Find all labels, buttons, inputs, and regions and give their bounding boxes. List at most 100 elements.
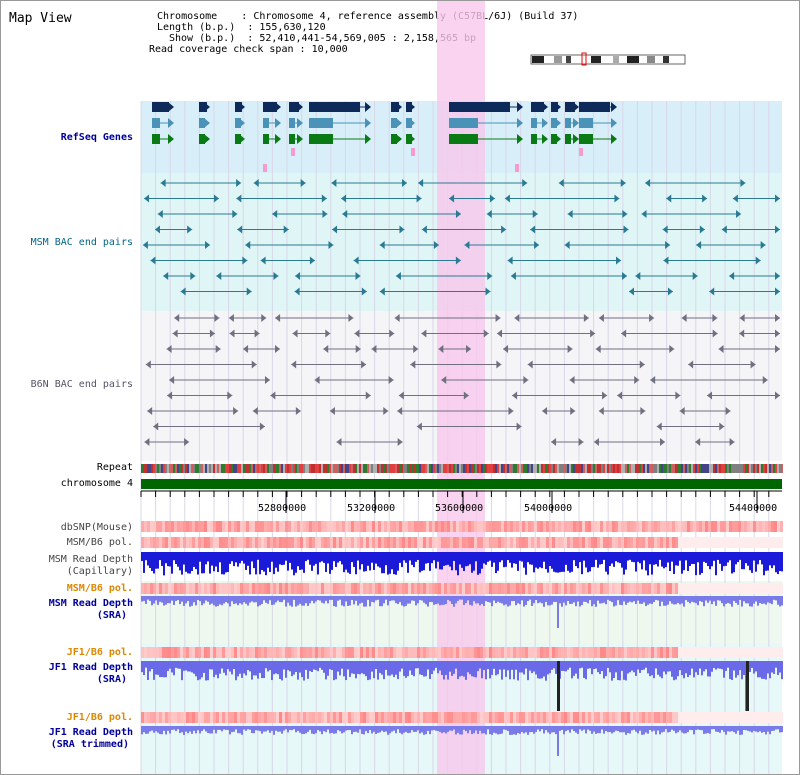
repeat-segment [621, 464, 623, 473]
b6n-bac-pair-end [497, 329, 503, 338]
msm-sra-depth-bar [439, 596, 441, 606]
msm-pol-sra-cell [570, 583, 573, 594]
jf1-pol-cell [291, 647, 294, 658]
jf1-pol-trim-cell [762, 712, 765, 723]
repeat-segment [683, 464, 685, 473]
gene-strand-arrow [275, 134, 281, 144]
jf1-pol-cell [675, 647, 678, 658]
gene-strand-arrow [573, 118, 579, 128]
jf1-trimmed-depth-bar [157, 726, 159, 733]
msm-sra-depth-bar [551, 596, 553, 605]
msm-sra-depth-bar [167, 596, 169, 604]
msm-bac-pair-end [620, 179, 626, 187]
msm-pol-sra-cell [675, 583, 678, 594]
jf1-depth-bar [689, 661, 691, 676]
repeat-segment [185, 464, 187, 473]
jf1-pol-cell [375, 647, 378, 658]
dbsnp-cell [639, 521, 642, 532]
msm-pol-cell [696, 537, 699, 548]
jf1-pol-cell [447, 647, 450, 658]
track-label-msm-bac[interactable]: MSM BAC end pairs [30, 237, 133, 248]
repeat-segment [545, 464, 547, 473]
msm-pol-sra-cell [456, 583, 459, 594]
msm-pol-sra-cell [228, 583, 231, 594]
msm-sra-depth-bar [633, 596, 635, 602]
msm-bac-pair-end [205, 241, 211, 249]
msm-capillary-depth-bar [203, 552, 205, 574]
jf1-pol-cell [192, 647, 195, 658]
jf1-depth-bar [645, 661, 647, 668]
msm-pol-sra-cell [498, 583, 501, 594]
jf1-depth-bar [597, 661, 599, 673]
msm-capillary-depth-bar [287, 552, 289, 571]
msm-capillary-depth-bar [729, 552, 731, 561]
msm-sra-depth-bar [553, 596, 555, 602]
jf1-pol-cell [315, 647, 318, 658]
b6n-bac-pair-end [184, 438, 190, 446]
msm-sra-depth-bar [463, 596, 465, 605]
repeat-segment [421, 464, 423, 473]
msm-capillary-depth-bar [697, 552, 699, 563]
jf1-trimmed-depth-bar [385, 726, 387, 732]
jf1-pol-trim-cell [228, 712, 231, 723]
jf1-pol-cell [189, 647, 192, 658]
dbsnp-cell [414, 521, 417, 532]
msm-capillary-depth-bar [687, 552, 689, 572]
track-label-b6n-bac[interactable]: B6N BAC end pairs [30, 379, 133, 390]
jf1-pol-trim-cell [744, 712, 747, 723]
b6n-bac-pair-end [394, 314, 400, 322]
jf1-pol-cell [450, 647, 453, 658]
jf1-pol-trim-cell [171, 712, 174, 723]
track-label-refseq[interactable]: RefSeq Genes [60, 132, 133, 143]
msm-capillary-depth-bar [361, 552, 363, 565]
jf1-pol-trim-cell [624, 712, 627, 723]
msm-sra-depth-bar [487, 596, 489, 602]
msm-pol-sra-cell [261, 583, 264, 594]
repeat-segment [329, 464, 331, 473]
msm-pol-sra-cell [507, 583, 510, 594]
msm-pol-cell [510, 537, 513, 548]
b6n-bac-pair-end [466, 345, 472, 353]
msm-capillary-depth-bar [233, 552, 235, 567]
jf1-trimmed-depth-bar [237, 726, 239, 734]
jf1-trimmed-depth-bar [183, 726, 185, 735]
msm-sra-depth-bar [609, 596, 611, 601]
msm-capillary-depth-bar [343, 552, 345, 573]
ideogram-current-region [581, 52, 587, 66]
jf1-pol-trim-cell [312, 712, 315, 723]
jf1-pol-trim-cell [603, 712, 606, 723]
jf1-trimmed-depth-bar [687, 726, 689, 732]
repeat-segment [709, 464, 711, 473]
repeat-segment [333, 464, 335, 473]
jf1-trimmed-depth-bar [267, 726, 269, 731]
dbsnp-cell [630, 521, 633, 532]
repeat-segment [391, 464, 393, 473]
gene-strand-arrow [204, 134, 210, 144]
dbsnp-cell [315, 521, 318, 532]
jf1-pol-cell [360, 647, 363, 658]
jf1-pol-cell [246, 647, 249, 658]
jf1-depth-bar [355, 661, 357, 679]
repeat-segment [263, 464, 265, 473]
msm-sra-depth-bar [769, 596, 771, 604]
msm-capillary-depth-bar [637, 552, 639, 562]
repeat-segment [313, 464, 315, 473]
jf1-trimmed-depth-bar [589, 726, 591, 731]
msm-pol-sra-cell [444, 583, 447, 594]
repeat-segment [651, 464, 653, 473]
jf1-trimmed-depth-bar [715, 726, 717, 732]
jf1-pol-cell [534, 647, 537, 658]
jf1-depth-bar [307, 661, 309, 679]
msm-pol-cell [345, 537, 348, 548]
jf1-depth-bar [405, 661, 407, 678]
msm-capillary-depth-bar [301, 552, 303, 570]
msm-pol-cell [222, 537, 225, 548]
jf1-trimmed-depth-bar [371, 726, 373, 734]
gene-marker [263, 164, 267, 172]
msm-capillary-depth-bar [555, 552, 557, 573]
msm-capillary-depth-bar [531, 552, 533, 565]
b6n-bac-pair-end [496, 360, 502, 369]
msm-pol-cell [234, 537, 237, 548]
jf1-depth-bar [201, 661, 203, 678]
